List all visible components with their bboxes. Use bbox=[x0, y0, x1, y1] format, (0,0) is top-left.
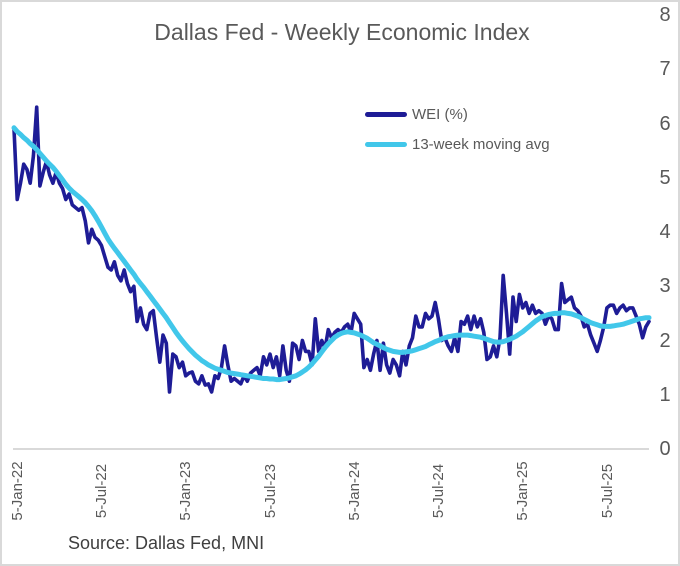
wei-legend-label: WEI (%) bbox=[412, 106, 468, 123]
y-tick-label: 8 bbox=[659, 4, 671, 26]
source-note: Source: Dallas Fed, MNI bbox=[68, 533, 265, 553]
x-tick-label: 5-Jan-22 bbox=[9, 461, 26, 521]
y-tick-label: 1 bbox=[659, 383, 671, 406]
x-tick-label: 5-Jan-24 bbox=[345, 461, 363, 521]
moving-avg-legend-label: 13-week moving avg bbox=[412, 136, 550, 153]
x-tick-label: 5-Jul-23 bbox=[261, 463, 279, 519]
y-tick-label: 7 bbox=[659, 58, 671, 81]
x-tick-label: 5-Jan-25 bbox=[514, 461, 532, 521]
x-tick-label: 5-Jul-24 bbox=[430, 463, 448, 519]
wei-line bbox=[12, 105, 651, 394]
y-tick-label: 4 bbox=[659, 221, 671, 243]
moving-avg-swatch bbox=[365, 142, 407, 147]
x-tick-label: 5-Jul-22 bbox=[93, 463, 111, 519]
x-tick-label: 5-Jul-25 bbox=[598, 463, 616, 519]
x-tick-label: 5-Jan-23 bbox=[177, 461, 195, 521]
chart-title: Dallas Fed - Weekly Economic Index bbox=[154, 19, 530, 45]
legend: WEI (%) 13-week moving avg bbox=[365, 105, 550, 154]
y-tick-label: 6 bbox=[659, 112, 671, 135]
moving-avg-line bbox=[11, 125, 652, 383]
legend-item-moving-avg: 13-week moving avg bbox=[365, 135, 550, 154]
y-tick-label: 5 bbox=[659, 166, 671, 189]
y-tick-label: 0 bbox=[659, 438, 671, 460]
legend-item-wei: WEI (%) bbox=[365, 105, 550, 124]
wei-line-swatch bbox=[365, 112, 407, 117]
y-tick-label: 2 bbox=[659, 329, 671, 352]
y-tick-label: 3 bbox=[659, 275, 671, 298]
